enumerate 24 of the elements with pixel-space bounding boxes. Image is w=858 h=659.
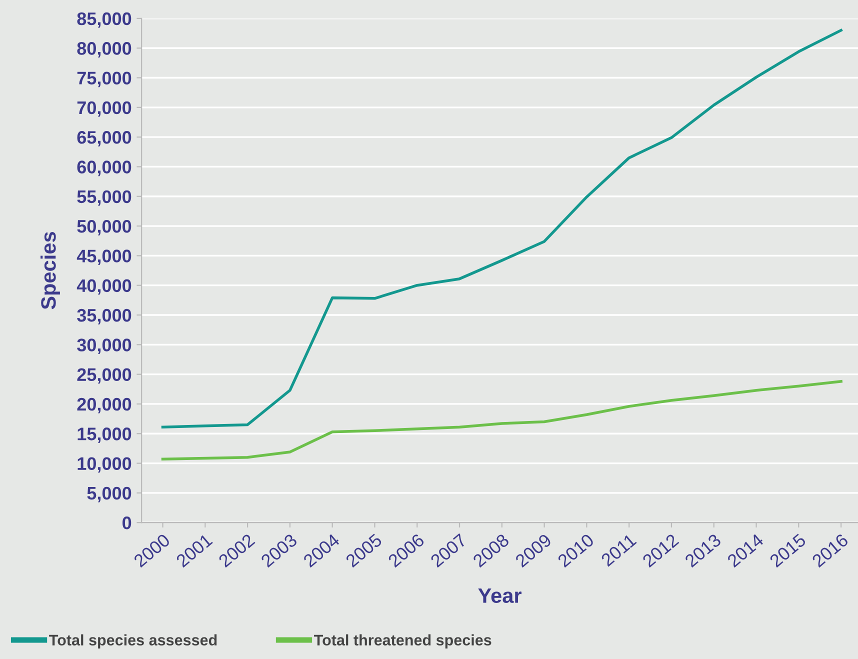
- y-tick-label: 75,000: [77, 72, 132, 88]
- legend-label: Total species assessed: [49, 634, 217, 649]
- y-tick-label: 10,000: [78, 457, 132, 473]
- y-tick-label: 35,000: [77, 308, 132, 324]
- y-tick-label: 70,000: [77, 101, 132, 117]
- y-tick-label: 65,000: [77, 131, 132, 146]
- y-tick-label: 55,000: [77, 190, 132, 206]
- x-axis-title: Year: [478, 588, 522, 603]
- legend-label: Total threatened species: [314, 634, 492, 649]
- y-axis-title: Species: [40, 232, 60, 310]
- y-tick-label: 85,000: [77, 12, 132, 28]
- y-tick-label: 60,000: [77, 160, 132, 176]
- y-tick-label: 50,000: [77, 220, 132, 236]
- y-tick-label: 25,000: [77, 368, 132, 384]
- y-tick-label: 40,000: [76, 279, 132, 295]
- y-tick-label: 45,000: [76, 250, 132, 266]
- y-tick-label: 15,000: [78, 428, 132, 443]
- line-series: [161, 380, 842, 461]
- y-tick-label: 5,000: [87, 486, 132, 502]
- line-series: [161, 28, 842, 428]
- y-tick-label: 0: [122, 516, 132, 530]
- y-tick-label: 20,000: [77, 398, 132, 414]
- y-tick-label: 30,000: [77, 338, 132, 354]
- y-tick-label: 80,000: [77, 42, 132, 58]
